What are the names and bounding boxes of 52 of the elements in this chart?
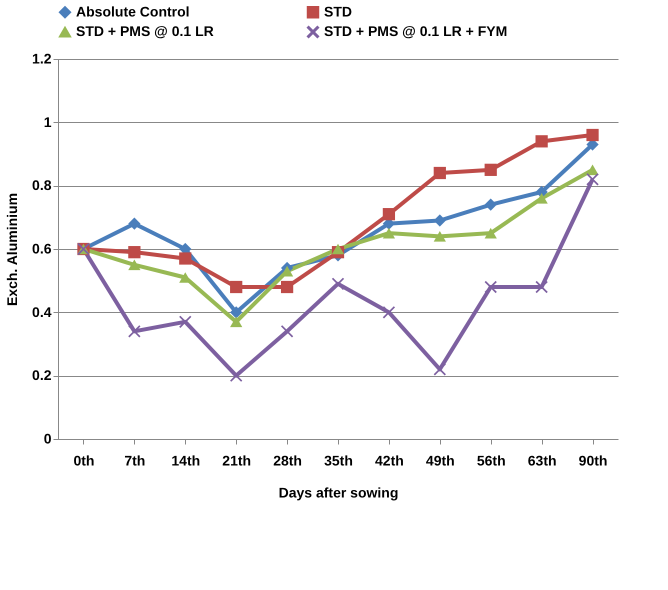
point	[280, 325, 294, 338]
point	[179, 316, 192, 328]
point	[128, 325, 140, 338]
point	[179, 252, 192, 265]
x-tick-label: 14th	[171, 452, 200, 468]
point	[484, 164, 497, 176]
y-tick-label: 0	[44, 430, 52, 446]
x-tick-label: 35th	[324, 452, 353, 468]
x-tick-label: 21th	[222, 452, 252, 468]
point	[382, 228, 396, 238]
legend-label: STD + PMS @ 0.1 LR	[76, 23, 214, 39]
y-tick-label: 0.2	[32, 367, 52, 384]
x-axis-title: Days after sowing	[278, 484, 398, 500]
point	[230, 306, 242, 318]
point	[382, 306, 396, 318]
y-tick-label: 0.6	[32, 240, 52, 256]
point	[586, 173, 599, 186]
x-tick-label: 0th	[73, 452, 94, 468]
x-tick-label: 7th	[124, 452, 146, 468]
point	[586, 164, 599, 176]
y-tick-label: 1	[44, 114, 52, 130]
x-tick-label: 63th	[528, 452, 557, 468]
point	[536, 193, 548, 204]
point	[332, 278, 344, 290]
point	[536, 280, 548, 294]
point	[484, 198, 497, 211]
x-tick-label: 90th	[578, 452, 608, 468]
point	[434, 214, 446, 227]
point	[382, 208, 396, 220]
point	[434, 166, 446, 180]
y-tick-label: 0.8	[32, 177, 52, 194]
point	[128, 246, 140, 258]
y-axis-title: Exch. Aluminium	[4, 192, 20, 306]
legend-label: Absolute Control	[76, 3, 190, 20]
x-tick-label: 42th	[375, 452, 404, 468]
point	[484, 228, 497, 238]
point	[434, 231, 446, 242]
legend-label: STD	[324, 3, 352, 20]
point	[434, 363, 446, 376]
point	[230, 316, 242, 328]
x-tick-label: 28th	[273, 452, 302, 468]
y-tick-label: 0.4	[32, 304, 52, 320]
point	[536, 135, 548, 148]
x-tick-label: 56th	[476, 452, 506, 468]
point	[230, 280, 242, 294]
point	[128, 218, 140, 230]
point	[128, 260, 140, 270]
legend-label: STD + PMS @ 0.1 LR + FYM	[324, 23, 508, 39]
y-tick-label: 1.2	[32, 50, 52, 66]
x-tick-label: 49th	[426, 452, 455, 468]
point	[280, 280, 294, 294]
point	[586, 128, 599, 142]
